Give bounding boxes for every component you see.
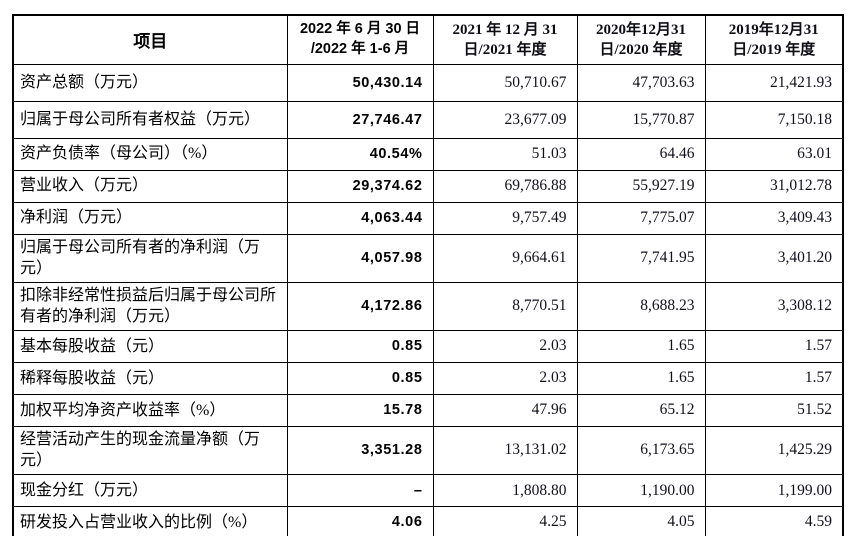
column-header-2019: 2019年12月31 日/2019 年度 bbox=[704, 14, 844, 65]
value-cell: 23,677.09 bbox=[432, 100, 578, 139]
value-cell: 1.65 bbox=[576, 361, 706, 395]
value-cell: 4,172.86 bbox=[286, 281, 434, 331]
value-cell: 4.25 bbox=[432, 506, 578, 536]
value-cell: 1,808.80 bbox=[432, 474, 578, 508]
row-label: 资产负债率（母公司）（%） bbox=[12, 137, 288, 171]
value-cell: 0.85 bbox=[286, 361, 434, 395]
column-header-text: /2022 年 1-6 月 bbox=[310, 40, 410, 57]
value-cell: 47.96 bbox=[432, 393, 578, 427]
value-cell: 3,401.20 bbox=[704, 233, 844, 283]
value-cell: 27,746.47 bbox=[286, 100, 434, 139]
value-cell: 8,688.23 bbox=[576, 281, 706, 331]
table-row-total-assets: 资产总额（万元） 50,430.14 50,710.67 47,703.63 2… bbox=[12, 63, 844, 102]
value-cell: 7,741.95 bbox=[576, 233, 706, 283]
column-header-text: 2022 年 6 月 30 日 bbox=[299, 21, 421, 38]
value-cell: 4.59 bbox=[704, 506, 844, 536]
table-row-net-profit-excl-nonrecurring: 扣除非经常性损益后归属于母公司所有者的净利润（万元） 4,172.86 8,77… bbox=[12, 281, 844, 331]
table-row-operating-cash-flow: 经营活动产生的现金流量净额（万元） 3,351.28 13,131.02 6,1… bbox=[12, 425, 844, 476]
column-header-2022: 2022 年 6 月 30 日/2022 年 1-6 月 bbox=[286, 14, 434, 65]
column-header-text: 日/2019 年度 bbox=[732, 41, 816, 58]
value-cell: 9,664.61 bbox=[432, 233, 578, 283]
value-cell: 3,409.43 bbox=[704, 201, 844, 235]
value-cell: 8,770.51 bbox=[432, 281, 578, 331]
value-cell: 51.52 bbox=[704, 393, 844, 427]
column-header-text: 项目 bbox=[133, 32, 168, 52]
table-row-cash-dividend: 现金分红（万元） – 1,808.80 1,190.00 1,199.00 bbox=[12, 474, 844, 508]
table-row-diluted-eps: 稀释每股收益（元） 0.85 2.03 1.65 1.57 bbox=[12, 361, 844, 395]
column-header-text: 日/2020 年度 bbox=[599, 41, 683, 58]
column-header-text: 2021 年 12 月 31 bbox=[452, 21, 558, 38]
row-label: 营业收入（万元） bbox=[12, 169, 288, 203]
value-cell: 15,770.87 bbox=[576, 100, 706, 139]
value-cell: 3,308.12 bbox=[704, 281, 844, 331]
financial-summary-table-wrapper: 项目 2022 年 6 月 30 日/2022 年 1-6 月 2021 年 1… bbox=[12, 14, 844, 536]
header-row: 项目 2022 年 6 月 30 日/2022 年 1-6 月 2021 年 1… bbox=[12, 14, 844, 65]
row-label: 基本每股收益（元） bbox=[12, 329, 288, 363]
value-cell: 6,173.65 bbox=[576, 425, 706, 476]
value-cell: 40.54% bbox=[286, 137, 434, 171]
value-cell: 2.03 bbox=[432, 329, 578, 363]
row-label: 归属于母公司所有者权益（万元） bbox=[12, 100, 288, 139]
column-header-text: 2020年12月31 bbox=[595, 21, 686, 38]
value-cell: 55,927.19 bbox=[576, 169, 706, 203]
value-cell: 1.57 bbox=[704, 329, 844, 363]
column-header-item: 项目 bbox=[12, 14, 288, 65]
table-row-weighted-roe: 加权平均净资产收益率（%） 15.78 47.96 65.12 51.52 bbox=[12, 393, 844, 427]
row-label: 经营活动产生的现金流量净额（万元） bbox=[12, 425, 288, 476]
value-cell: 1,190.00 bbox=[576, 474, 706, 508]
value-cell: 50,710.67 bbox=[432, 63, 578, 102]
value-cell: 13,131.02 bbox=[432, 425, 578, 476]
table-row-net-profit: 净利润（万元） 4,063.44 9,757.49 7,775.07 3,409… bbox=[12, 201, 844, 235]
value-cell: 69,786.88 bbox=[432, 169, 578, 203]
value-cell: 1,425.29 bbox=[704, 425, 844, 476]
value-cell: 4,063.44 bbox=[286, 201, 434, 235]
value-cell: 1,199.00 bbox=[704, 474, 844, 508]
value-cell: 29,374.62 bbox=[286, 169, 434, 203]
value-cell: 63.01 bbox=[704, 137, 844, 171]
value-cell: 7,775.07 bbox=[576, 201, 706, 235]
value-cell: 51.03 bbox=[432, 137, 578, 171]
column-header-text: 2019年12月31 bbox=[728, 21, 819, 38]
row-label: 研发投入占营业收入的比例（%） bbox=[12, 506, 288, 536]
value-cell: 0.85 bbox=[286, 329, 434, 363]
row-label: 资产总额（万元） bbox=[12, 63, 288, 102]
table-row-operating-revenue: 营业收入（万元） 29,374.62 69,786.88 55,927.19 3… bbox=[12, 169, 844, 203]
row-label: 归属于母公司所有者的净利润（万元） bbox=[12, 233, 288, 283]
value-cell: 2.03 bbox=[432, 361, 578, 395]
value-cell: 50,430.14 bbox=[286, 63, 434, 102]
value-cell: 21,421.93 bbox=[704, 63, 844, 102]
value-cell: 4.05 bbox=[576, 506, 706, 536]
row-label: 净利润（万元） bbox=[12, 201, 288, 235]
table-row-parent-equity: 归属于母公司所有者权益（万元） 27,746.47 23,677.09 15,7… bbox=[12, 100, 844, 139]
row-label: 加权平均净资产收益率（%） bbox=[12, 393, 288, 427]
value-cell: – bbox=[286, 474, 434, 508]
value-cell: 15.78 bbox=[286, 393, 434, 427]
table-row-rd-ratio: 研发投入占营业收入的比例（%） 4.06 4.25 4.05 4.59 bbox=[12, 506, 844, 536]
row-label: 现金分红（万元） bbox=[12, 474, 288, 508]
financial-summary-table: 项目 2022 年 6 月 30 日/2022 年 1-6 月 2021 年 1… bbox=[12, 14, 844, 536]
table-row-debt-ratio: 资产负债率（母公司）（%） 40.54% 51.03 64.46 63.01 bbox=[12, 137, 844, 171]
column-header-2020: 2020年12月31 日/2020 年度 bbox=[576, 14, 706, 65]
value-cell: 9,757.49 bbox=[432, 201, 578, 235]
value-cell: 31,012.78 bbox=[704, 169, 844, 203]
value-cell: 1.57 bbox=[704, 361, 844, 395]
row-label: 稀释每股收益（元） bbox=[12, 361, 288, 395]
value-cell: 1.65 bbox=[576, 329, 706, 363]
value-cell: 47,703.63 bbox=[576, 63, 706, 102]
value-cell: 3,351.28 bbox=[286, 425, 434, 476]
table-row-basic-eps: 基本每股收益（元） 0.85 2.03 1.65 1.57 bbox=[12, 329, 844, 363]
column-header-text: 日/2021 年度 bbox=[463, 41, 547, 58]
column-header-2021: 2021 年 12 月 31 日/2021 年度 bbox=[432, 14, 578, 65]
row-label: 扣除非经常性损益后归属于母公司所有者的净利润（万元） bbox=[12, 281, 288, 331]
value-cell: 64.46 bbox=[576, 137, 706, 171]
value-cell: 4.06 bbox=[286, 506, 434, 536]
value-cell: 65.12 bbox=[576, 393, 706, 427]
table-row-net-profit-parent: 归属于母公司所有者的净利润（万元） 4,057.98 9,664.61 7,74… bbox=[12, 233, 844, 283]
value-cell: 4,057.98 bbox=[286, 233, 434, 283]
value-cell: 7,150.18 bbox=[704, 100, 844, 139]
